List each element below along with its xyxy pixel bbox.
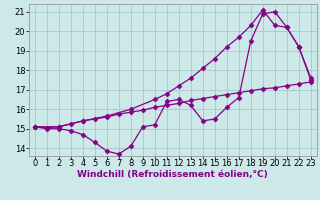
X-axis label: Windchill (Refroidissement éolien,°C): Windchill (Refroidissement éolien,°C) [77,170,268,179]
